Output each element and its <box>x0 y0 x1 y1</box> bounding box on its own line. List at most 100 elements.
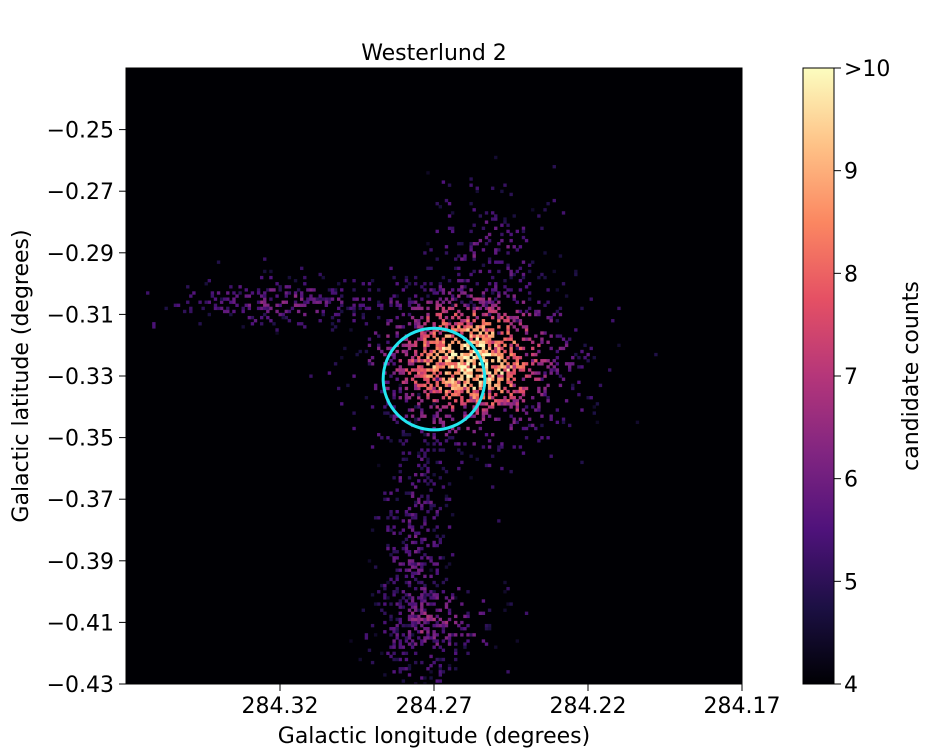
heatmap-cell <box>269 297 273 301</box>
heatmap-cell <box>435 368 439 372</box>
heatmap-cell <box>423 368 427 372</box>
heatmap-cell <box>435 300 439 304</box>
heatmap-cell <box>484 642 489 646</box>
heatmap-cell <box>426 497 430 502</box>
heatmap-cell <box>404 639 409 643</box>
heatmap-cell <box>386 386 390 391</box>
heatmap-cell <box>420 457 424 461</box>
heatmap-cell <box>537 312 541 317</box>
heatmap-cell <box>426 466 430 471</box>
heatmap-cell <box>395 303 399 307</box>
heatmap-cell <box>435 639 439 643</box>
heatmap-cell <box>435 608 439 612</box>
heatmap-cell <box>173 303 178 307</box>
heatmap-cell <box>444 383 449 388</box>
heatmap-cell <box>503 285 507 289</box>
heatmap-cell <box>404 543 409 548</box>
heatmap-cell <box>352 319 356 323</box>
heatmap-cell <box>475 355 479 360</box>
heatmap-cell <box>494 346 498 351</box>
heatmap-cell <box>503 349 507 354</box>
heatmap-cell <box>447 343 452 348</box>
heatmap-cell <box>420 325 424 329</box>
heatmap-cell <box>484 432 489 437</box>
heatmap-cell <box>426 476 430 480</box>
heatmap-cell <box>447 371 452 375</box>
heatmap-cell <box>463 645 467 649</box>
heatmap-cell <box>423 340 427 344</box>
heatmap-cell <box>512 325 516 329</box>
heatmap-cell <box>475 315 479 320</box>
heatmap-cell <box>457 380 461 384</box>
heatmap-cell <box>269 275 273 280</box>
heatmap-cell <box>229 300 233 304</box>
heatmap-cell <box>490 275 495 280</box>
heatmap-cell <box>398 368 402 372</box>
heatmap-cell <box>463 355 467 360</box>
heatmap-cell <box>531 362 535 366</box>
heatmap-cell <box>515 309 519 314</box>
x-tick-label: 284.32 <box>242 694 319 719</box>
heatmap-cell <box>478 269 483 274</box>
heatmap-cell <box>481 359 486 363</box>
heatmap-cell <box>435 399 439 403</box>
heatmap-cell <box>377 300 381 304</box>
heatmap-cell <box>272 288 276 292</box>
heatmap-cell <box>432 623 436 628</box>
heatmap-cell <box>404 380 409 384</box>
heatmap-cell <box>457 315 461 320</box>
heatmap-cell <box>475 457 479 461</box>
heatmap-cell <box>303 312 307 317</box>
heatmap-cell <box>420 365 424 369</box>
heatmap-cell <box>555 371 560 375</box>
heatmap-cell <box>275 328 279 332</box>
heatmap-cell <box>429 614 433 619</box>
heatmap-cell <box>367 337 372 341</box>
heatmap-cell <box>500 371 504 375</box>
heatmap-cell <box>426 460 430 465</box>
heatmap-cell <box>561 377 566 381</box>
heatmap-cell <box>450 553 455 557</box>
heatmap-cell <box>420 368 424 372</box>
heatmap-cell <box>497 300 501 304</box>
heatmap-cell <box>429 503 433 508</box>
heatmap-cell <box>589 297 593 301</box>
heatmap-cell <box>435 312 439 317</box>
heatmap-cell <box>383 583 387 588</box>
heatmap-cell <box>472 269 476 274</box>
heatmap-cell <box>497 374 501 378</box>
heatmap-cell <box>487 377 492 381</box>
heatmap-cell <box>460 355 464 360</box>
heatmap-cell <box>281 315 285 320</box>
heatmap-cell <box>524 374 529 378</box>
heatmap-cell <box>407 580 412 585</box>
heatmap-cell <box>386 322 390 326</box>
heatmap-cell <box>555 309 560 314</box>
heatmap-cell <box>518 386 523 391</box>
heatmap-cell <box>466 590 470 594</box>
heatmap-cell <box>272 322 276 326</box>
heatmap-cell <box>531 208 535 212</box>
heatmap-cell <box>367 343 372 348</box>
heatmap-cell <box>527 423 532 428</box>
heatmap-cell <box>531 423 535 428</box>
heatmap-cell <box>527 282 532 286</box>
heatmap-cell <box>420 494 424 498</box>
colorbar-tick-label: 4 <box>844 673 858 698</box>
heatmap-cell <box>546 436 550 440</box>
heatmap-cell <box>216 291 221 295</box>
heatmap-cell <box>484 334 489 338</box>
heatmap-cell <box>447 278 452 283</box>
heatmap-cell <box>497 368 501 372</box>
heatmap-cell <box>389 359 393 363</box>
heatmap-cell <box>481 639 486 643</box>
heatmap-cell <box>189 306 193 311</box>
heatmap-cell <box>432 328 436 332</box>
heatmap-cell <box>269 319 273 323</box>
heatmap-cell <box>432 580 436 585</box>
heatmap-cell <box>500 315 504 320</box>
heatmap-cell <box>509 232 513 237</box>
heatmap-cell <box>503 402 507 406</box>
heatmap-cell <box>472 442 476 446</box>
heatmap-cell <box>487 371 492 375</box>
